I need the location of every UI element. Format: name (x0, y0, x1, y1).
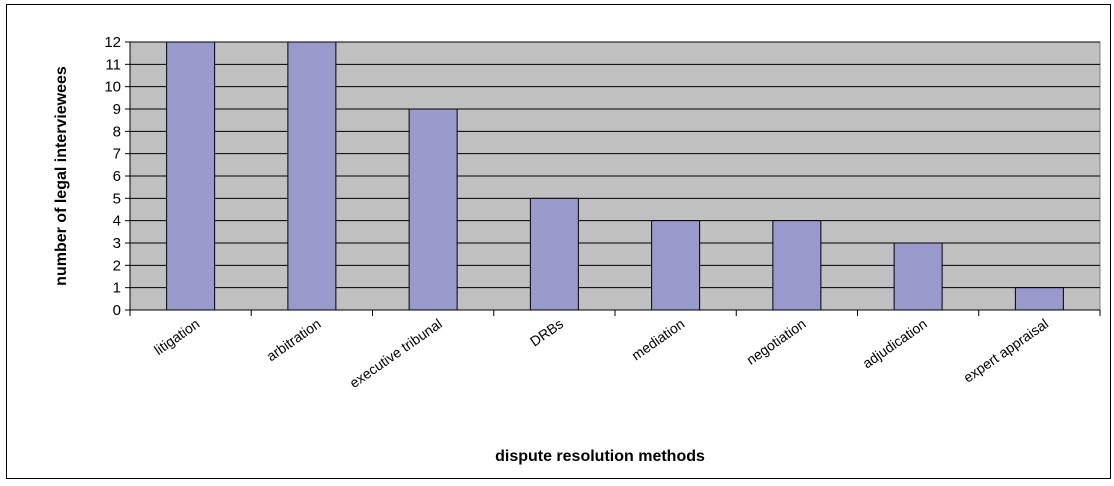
y-tick-label: 8 (113, 123, 121, 140)
bar-negotiation (772, 220, 822, 311)
y-tick-label: 6 (113, 168, 121, 185)
bar-mediation (651, 220, 701, 311)
y-tick-label: 0 (113, 302, 121, 319)
bar-arbitration (287, 41, 337, 311)
y-tick-label: 11 (105, 56, 121, 73)
bar-adjudication (893, 242, 943, 311)
bar-litigation (166, 41, 216, 311)
y-tick-label: 2 (113, 257, 121, 274)
x-axis-title: dispute resolution methods (495, 448, 705, 465)
bar-expert-appraisal (1014, 287, 1064, 311)
y-tick-label: 7 (113, 146, 121, 163)
y-tick-label: 1 (113, 280, 121, 297)
y-tick-label: 12 (104, 34, 121, 51)
y-tick-label: 4 (113, 213, 121, 230)
y-tick-label: 5 (113, 190, 121, 207)
y-tick-label: 3 (113, 235, 121, 252)
axes (125, 41, 1101, 316)
y-tick-label: 10 (104, 79, 121, 96)
bar-drbs (529, 197, 579, 311)
bars (166, 41, 1064, 311)
y-axis-title: number of legal interviewees (53, 66, 70, 286)
y-tick-label: 9 (113, 101, 121, 118)
bar-executive-tribunal (408, 108, 458, 311)
